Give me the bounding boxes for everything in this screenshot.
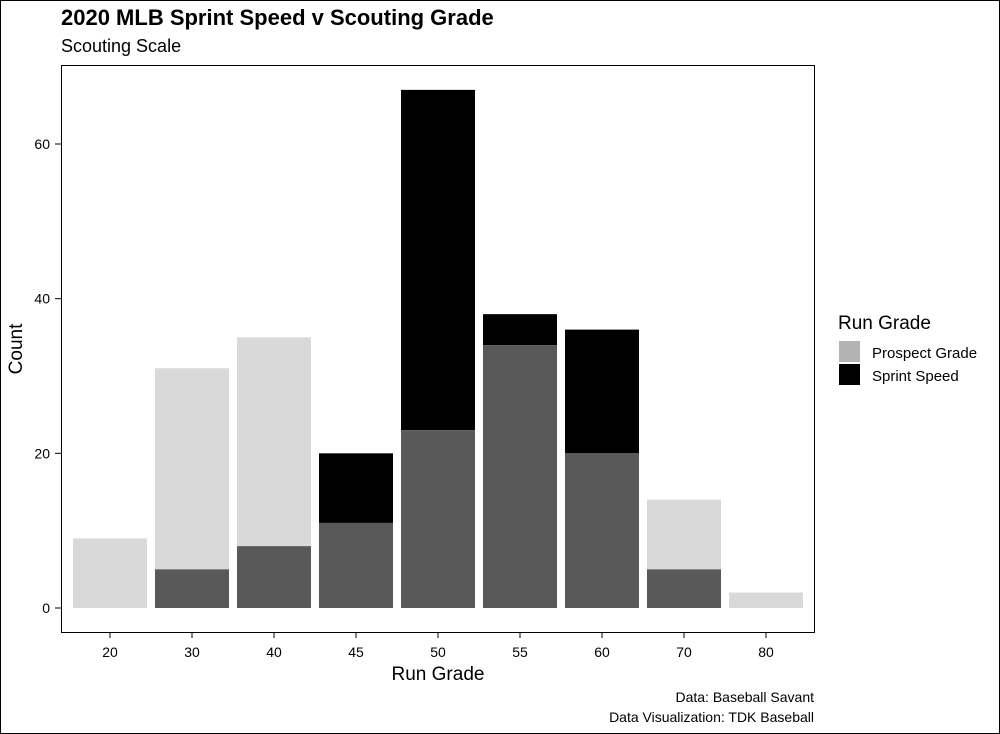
chart-title: 2020 MLB Sprint Speed v Scouting Grade [61, 5, 494, 30]
x-tick-label-45: 45 [348, 644, 364, 660]
legend-label-sprint-speed: Sprint Speed [872, 368, 959, 385]
y-tick-label-20: 20 [34, 445, 50, 461]
x-tick-label-20: 20 [102, 644, 118, 660]
y-tick-label-60: 60 [34, 136, 50, 152]
x-tick-label-40: 40 [266, 644, 282, 660]
x-tick-label-55: 55 [512, 644, 528, 660]
bar-sprint-speed-45 [319, 453, 393, 523]
bar-prospect-grade-80 [729, 592, 803, 608]
bar-sprint-speed-50 [401, 89, 475, 431]
x-tick-label-50: 50 [430, 644, 446, 660]
bar-overlap-60 [565, 453, 639, 608]
caption-data-source: Data: Baseball Savant [675, 689, 814, 705]
bars-group [73, 89, 803, 608]
y-axis: 0 20 40 60 [34, 136, 61, 616]
bar-overlap-40 [237, 546, 311, 608]
bar-overlap-30 [155, 569, 229, 608]
legend-swatch-sprint-speed [839, 364, 860, 385]
legend-label-prospect-grade: Prospect Grade [872, 345, 977, 362]
legend: Run Grade Prospect Grade Sprint Speed [838, 313, 977, 385]
bar-overlap-55 [483, 345, 557, 608]
x-tick-label-80: 80 [758, 644, 774, 660]
bar-overlap-45 [319, 522, 393, 608]
x-tick-label-70: 70 [676, 644, 692, 660]
chart-subtitle: Scouting Scale [61, 36, 182, 56]
caption-visualization-credit: Data Visualization: TDK Baseball [609, 709, 814, 725]
bar-prospect-grade-40 [237, 337, 311, 547]
y-tick-label-40: 40 [34, 291, 50, 307]
x-tick-label-30: 30 [184, 644, 200, 660]
bar-overlap-70 [647, 569, 721, 608]
bar-prospect-grade-70 [647, 499, 721, 570]
y-axis-title: Count [6, 323, 27, 374]
y-tick-label-0: 0 [42, 600, 50, 616]
x-axis-title: Run Grade [392, 664, 485, 685]
bar-prospect-grade-20 [73, 538, 147, 608]
bar-prospect-grade-30 [155, 368, 229, 570]
legend-swatch-prospect-grade [839, 341, 860, 362]
bar-overlap-50 [401, 430, 475, 608]
bar-sprint-speed-60 [565, 329, 639, 454]
bar-sprint-speed-55 [483, 314, 557, 346]
x-tick-label-60: 60 [594, 644, 610, 660]
legend-title: Run Grade [838, 313, 931, 334]
x-axis: 20 30 40 45 50 55 60 70 80 [102, 632, 774, 660]
